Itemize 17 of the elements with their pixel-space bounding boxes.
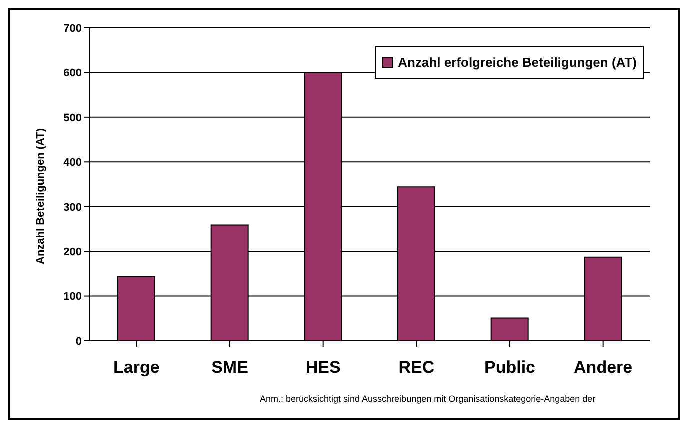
y-tick-label: 100	[64, 291, 82, 304]
text: Anm.: berücksichtigt sind Ausschreibungen mit Organisationskategorie-Angaben der	[260, 394, 596, 404]
x-tick-label: SME	[212, 358, 248, 378]
x-tick-label: Andere	[574, 358, 633, 378]
legend-label: Anzahl erfolgreiche Beteiligungen (AT)	[398, 55, 637, 70]
y-tick-label: 400	[64, 157, 82, 170]
y-tick-label: 300	[64, 202, 82, 214]
y-axis-title: Anzahl Beteiligungen (AT)	[34, 128, 47, 264]
x-tick-label: HES	[306, 358, 341, 378]
x-tick-label: REC	[398, 358, 435, 378]
x-tick-label: Public	[484, 358, 536, 378]
y-tick-label: 0	[76, 336, 82, 348]
y-tick-label: 500	[64, 112, 82, 124]
x-tick-label: Large	[114, 358, 160, 378]
y-tick-label: 200	[64, 246, 82, 258]
y-tick-label: 700	[64, 22, 82, 35]
y-tick-label: 600	[64, 68, 82, 80]
